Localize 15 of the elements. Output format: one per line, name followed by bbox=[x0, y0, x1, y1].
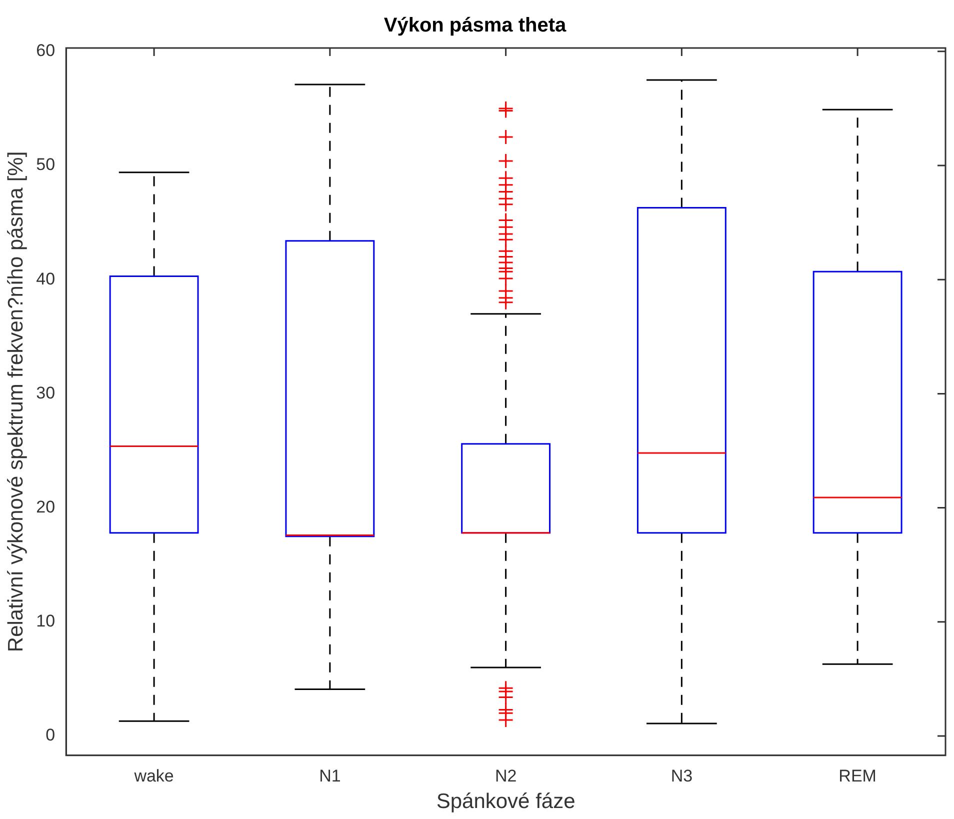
x-tick-label: N1 bbox=[319, 766, 341, 786]
y-tick-label: 50 bbox=[36, 155, 56, 174]
y-axis-title: Relativní výkonové spektrum frekven?ního pásma [%] bbox=[4, 151, 28, 652]
y-tick-label: 0 bbox=[46, 726, 56, 745]
y-tick-label: 20 bbox=[36, 497, 56, 516]
x-tick-label: N2 bbox=[494, 766, 517, 786]
y-tick-label: 60 bbox=[36, 41, 56, 60]
x-tick-label: REM bbox=[838, 766, 876, 786]
y-tick-label: 30 bbox=[36, 383, 56, 402]
y-tick-label: 10 bbox=[36, 612, 56, 631]
x-axis-title: Spánkové fáze bbox=[436, 790, 576, 814]
chart-title: Výkon pásma theta bbox=[384, 14, 568, 37]
x-tick-label: wake bbox=[133, 766, 174, 786]
y-tick-label: 40 bbox=[36, 269, 56, 288]
x-tick-label: N3 bbox=[670, 766, 693, 786]
